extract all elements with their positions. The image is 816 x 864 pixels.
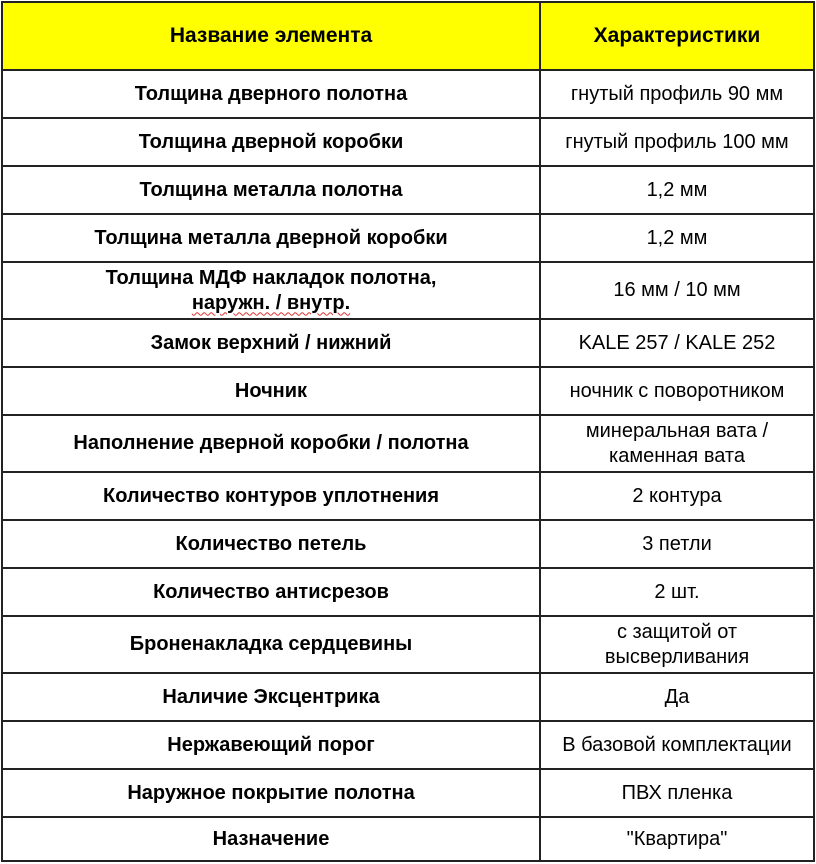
element-name-cell-text: Замок верхний / нижний	[150, 331, 392, 354]
characteristic-cell-text: 3 петли	[642, 532, 712, 555]
element-name-cell: Количество антисрезов	[1, 567, 541, 617]
characteristic-cell-text: 1,2 мм	[646, 226, 708, 249]
characteristic-cell-text: с защитой от	[616, 620, 738, 643]
characteristic-cell: 3 петли	[539, 519, 815, 569]
header-row: Название элемента Характеристики	[1, 1, 815, 71]
element-name-cell: Нержавеющий порог	[1, 720, 541, 770]
table-row: Замок верхний / нижний KALE 257 / KALE 25…	[1, 318, 815, 368]
element-name-cell-text: Наружное покрытие полотна	[127, 781, 415, 804]
characteristic-cell: гнутый профиль 100 мм	[539, 117, 815, 167]
element-name-cell: Наружное покрытие полотна	[1, 768, 541, 818]
characteristic-cell: ПВХ пленка	[539, 768, 815, 818]
header-name: Название элемента	[1, 1, 541, 71]
element-name-cell-text: Нержавеющий порог	[167, 733, 375, 756]
characteristic-cell-text-line2: высверливания	[604, 645, 750, 668]
table-row: Наружное покрытие полотна ПВХ пленка	[1, 768, 815, 818]
element-name-cell-text: Количество антисрезов	[153, 580, 389, 603]
header-value: Характеристики	[539, 1, 815, 71]
characteristic-cell-text: В базовой комплектации	[562, 733, 792, 756]
characteristic-cell-text: гнутый профиль 100 мм	[565, 130, 789, 153]
characteristic-cell-text: KALE 257 / KALE 252	[578, 331, 776, 354]
characteristic-cell: Да	[539, 672, 815, 722]
characteristic-cell-text: 1,2 мм	[646, 178, 708, 201]
characteristic-cell-text: "Квартира"	[626, 827, 728, 850]
element-name-cell: Количество петель	[1, 519, 541, 569]
characteristic-cell: гнутый профиль 90 мм	[539, 69, 815, 119]
characteristic-cell-text: Да	[664, 685, 690, 708]
characteristic-cell: минеральная вата / каменная вата	[539, 414, 815, 473]
characteristic-cell-text: гнутый профиль 90 мм	[570, 82, 784, 105]
table-row: Броненакладка сердцевины с защитой от высв…	[1, 615, 815, 674]
characteristic-cell: KALE 257 / KALE 252	[539, 318, 815, 368]
characteristic-cell: ночник с поворотником	[539, 366, 815, 416]
element-name-cell-text: Ночник	[234, 379, 308, 402]
characteristic-cell: с защитой от высверливания	[539, 615, 815, 674]
characteristic-cell-text: 2 контура	[632, 484, 722, 507]
table-row: Наличие Эксцентрика Да	[1, 672, 815, 722]
characteristic-cell-text: ночник с поворотником	[569, 379, 785, 402]
element-name-cell: Броненакладка сердцевины	[1, 615, 541, 674]
element-name-cell-text: Назначение	[212, 827, 330, 850]
element-name-cell: Количество контуров уплотнения	[1, 471, 541, 521]
element-name-cell-text: Наполнение дверной коробки / полотна	[73, 432, 469, 454]
element-name-cell: Наполнение дверной коробки / полотна	[1, 414, 541, 473]
table-row: Ночник ночник с поворотником	[1, 366, 815, 416]
element-name-cell-text: Толщина металла полотна	[139, 178, 403, 201]
characteristic-cell-text-line2: каменная вата	[609, 444, 745, 467]
characteristic-cell-text: 16 мм / 10 мм	[613, 279, 741, 301]
element-name-cell: Толщина дверной коробки	[1, 117, 541, 167]
table-row: Количество антисрезов 2 шт.	[1, 567, 815, 617]
element-name-cell: Толщина МДФ накладок полотна, наружн. / в…	[1, 261, 541, 320]
element-name-cell-text: Наличие Эксцентрика	[162, 685, 380, 708]
table-row: Толщина МДФ накладок полотна, наружн. / в…	[1, 261, 815, 320]
characteristic-cell: В базовой комплектации	[539, 720, 815, 770]
characteristic-cell-text: минеральная вата /	[585, 419, 769, 442]
element-name-cell-text: Броненакладка сердцевины	[129, 633, 413, 655]
element-name-cell: Ночник	[1, 366, 541, 416]
table-row: Толщина металла дверной коробки 1,2 мм	[1, 213, 815, 263]
table-row: Нержавеющий порог В базовой комплектации	[1, 720, 815, 770]
element-name-cell: Толщина дверного полотна	[1, 69, 541, 119]
table-row: Назначение "Квартира"	[1, 816, 815, 862]
element-name-cell-text: Толщина металла дверной коробки	[94, 226, 448, 249]
element-name-cell: Наличие Эксцентрика	[1, 672, 541, 722]
element-name-cell-text-line2: наружн. / внутр.	[191, 291, 351, 314]
element-name-cell: Назначение	[1, 816, 541, 862]
element-name-cell: Толщина металла полотна	[1, 165, 541, 215]
table-row: Количество петель 3 петли	[1, 519, 815, 569]
element-name-cell-text: Толщина дверной коробки	[138, 130, 404, 153]
element-name-cell-text: Толщина дверного полотна	[134, 82, 408, 105]
element-name-cell: Толщина металла дверной коробки	[1, 213, 541, 263]
characteristic-cell: "Квартира"	[539, 816, 815, 862]
table-row: Толщина дверной коробки гнутый профиль 10…	[1, 117, 815, 167]
element-name-cell-text: Количество петель	[175, 532, 367, 555]
characteristic-cell-text: ПВХ пленка	[621, 781, 733, 804]
characteristic-cell: 2 шт.	[539, 567, 815, 617]
table-row: Толщина металла полотна 1,2 мм	[1, 165, 815, 215]
element-name-cell-text: Толщина МДФ накладок полотна,	[105, 266, 437, 289]
table-row: Толщина дверного полотна гнутый профиль 9…	[1, 69, 815, 119]
characteristic-cell: 1,2 мм	[539, 213, 815, 263]
characteristic-cell: 2 контура	[539, 471, 815, 521]
characteristic-cell: 16 мм / 10 мм	[539, 261, 815, 320]
table-row: Наполнение дверной коробки / полотна мине…	[1, 414, 815, 473]
element-name-cell: Замок верхний / нижний	[1, 318, 541, 368]
characteristic-cell: 1,2 мм	[539, 165, 815, 215]
element-name-cell-text: Количество контуров уплотнения	[102, 484, 439, 507]
characteristic-cell-text: 2 шт.	[654, 580, 700, 603]
table-row: Количество контуров уплотнения 2 контура	[1, 471, 815, 521]
